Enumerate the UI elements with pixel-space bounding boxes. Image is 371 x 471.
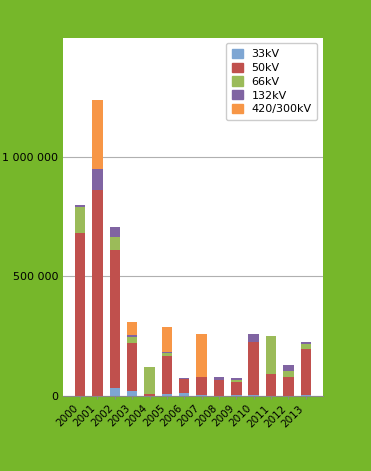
- Bar: [162, 353, 172, 356]
- Bar: [249, 342, 259, 395]
- Bar: [179, 379, 190, 393]
- Bar: [109, 237, 120, 250]
- Bar: [144, 394, 155, 396]
- Bar: [231, 395, 242, 396]
- Bar: [75, 207, 85, 233]
- Bar: [249, 395, 259, 396]
- Bar: [283, 371, 293, 376]
- Bar: [231, 382, 242, 395]
- Bar: [283, 365, 293, 371]
- Bar: [266, 336, 276, 374]
- Bar: [301, 344, 311, 349]
- Bar: [92, 169, 103, 190]
- Bar: [75, 233, 85, 396]
- Bar: [283, 376, 293, 396]
- Bar: [109, 250, 120, 389]
- Bar: [127, 391, 137, 396]
- Bar: [162, 356, 172, 394]
- Bar: [127, 337, 137, 343]
- Bar: [75, 205, 85, 207]
- Bar: [196, 377, 207, 395]
- Bar: [109, 227, 120, 237]
- Bar: [214, 377, 224, 380]
- Bar: [127, 343, 137, 391]
- Bar: [127, 322, 137, 335]
- Bar: [92, 100, 103, 169]
- Bar: [109, 389, 120, 396]
- Bar: [231, 380, 242, 382]
- Bar: [179, 378, 190, 379]
- Bar: [214, 380, 224, 396]
- Bar: [301, 395, 311, 396]
- Legend: 33kV, 50kV, 66kV, 132kV, 420/300kV: 33kV, 50kV, 66kV, 132kV, 420/300kV: [226, 43, 317, 120]
- Bar: [162, 352, 172, 353]
- Bar: [162, 394, 172, 396]
- Bar: [196, 334, 207, 377]
- Bar: [162, 327, 172, 352]
- Bar: [196, 395, 207, 396]
- Bar: [249, 334, 259, 342]
- Bar: [179, 393, 190, 396]
- Bar: [231, 378, 242, 380]
- Bar: [266, 374, 276, 396]
- Bar: [144, 367, 155, 394]
- Bar: [301, 342, 311, 344]
- Bar: [127, 335, 137, 337]
- Bar: [301, 349, 311, 395]
- Bar: [92, 190, 103, 396]
